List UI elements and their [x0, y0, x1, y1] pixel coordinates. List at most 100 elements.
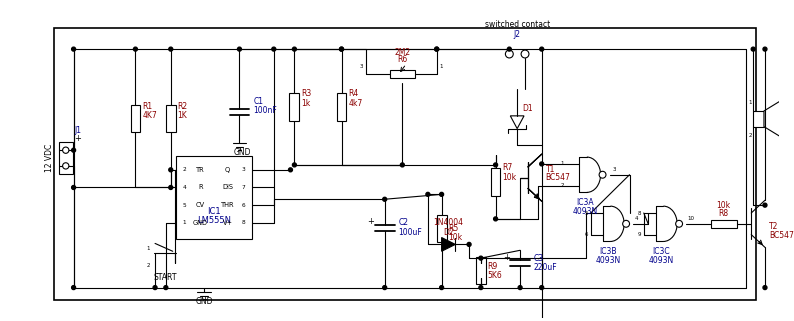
Text: 10k: 10k	[717, 201, 730, 210]
Polygon shape	[764, 100, 781, 137]
Text: R8: R8	[719, 210, 729, 219]
Circle shape	[292, 47, 296, 51]
Text: 3: 3	[613, 167, 616, 172]
Bar	[754, 111, 764, 127]
Circle shape	[622, 220, 630, 227]
Text: 2M2: 2M2	[395, 48, 410, 56]
Circle shape	[440, 192, 444, 196]
Circle shape	[71, 186, 75, 189]
Text: 100nF: 100nF	[253, 107, 277, 116]
Text: TR: TR	[196, 167, 205, 173]
Text: 7: 7	[241, 185, 245, 190]
Text: 1k: 1k	[301, 99, 310, 108]
Circle shape	[494, 163, 498, 167]
Text: 3: 3	[360, 64, 363, 69]
Text: 100uF: 100uF	[399, 228, 422, 237]
Text: R4: R4	[349, 89, 359, 98]
Text: +: +	[75, 134, 82, 143]
Text: Q: Q	[225, 167, 230, 173]
Circle shape	[133, 47, 137, 51]
Bar	[130, 105, 141, 132]
Text: LM555N: LM555N	[197, 216, 231, 225]
Bar	[337, 93, 346, 121]
Text: IC3A: IC3A	[576, 198, 594, 207]
Text: +: +	[368, 217, 375, 226]
Circle shape	[518, 286, 522, 290]
Text: IC1: IC1	[207, 206, 221, 215]
Text: 5K6: 5K6	[488, 271, 503, 280]
Text: 10k: 10k	[449, 233, 463, 242]
Circle shape	[599, 171, 606, 178]
Circle shape	[467, 242, 471, 247]
Text: 1: 1	[440, 64, 443, 69]
Text: switched contact: switched contact	[484, 20, 549, 29]
Text: 5: 5	[584, 211, 588, 215]
Text: R2: R2	[178, 101, 187, 110]
Polygon shape	[511, 116, 524, 129]
Circle shape	[763, 203, 767, 207]
Text: IC3B: IC3B	[599, 247, 617, 256]
Circle shape	[506, 50, 513, 58]
Text: THR: THR	[221, 202, 234, 208]
Text: IC3C: IC3C	[653, 247, 670, 256]
Circle shape	[169, 168, 173, 172]
Circle shape	[272, 47, 276, 51]
Text: R5: R5	[449, 224, 459, 233]
Text: 1: 1	[749, 100, 752, 105]
Bar	[54, 28, 756, 300]
Text: 9: 9	[638, 232, 641, 237]
Text: 2: 2	[749, 133, 752, 138]
Text: 4093N: 4093N	[649, 256, 674, 265]
Circle shape	[540, 162, 544, 166]
Circle shape	[763, 47, 767, 51]
Circle shape	[63, 163, 69, 169]
Text: 4K7: 4K7	[142, 111, 157, 120]
Text: 1: 1	[561, 161, 565, 166]
Text: START: START	[153, 273, 176, 282]
Text: R1: R1	[142, 101, 152, 110]
Circle shape	[169, 186, 173, 189]
Circle shape	[507, 47, 511, 51]
Text: V+: V+	[222, 220, 233, 226]
Bar	[390, 70, 415, 78]
Text: R6: R6	[397, 56, 407, 65]
Text: 1: 1	[183, 220, 187, 225]
Text: 8: 8	[241, 220, 245, 225]
Text: 12 VDC: 12 VDC	[44, 144, 53, 172]
Circle shape	[63, 147, 69, 153]
Bar	[175, 156, 252, 239]
Bar	[166, 105, 175, 132]
Text: 220uF: 220uF	[534, 264, 557, 273]
Text: D1: D1	[522, 104, 533, 114]
Polygon shape	[441, 238, 455, 251]
Text: +: +	[503, 253, 510, 262]
Circle shape	[383, 286, 387, 290]
Circle shape	[340, 47, 344, 51]
Text: 6: 6	[584, 232, 588, 237]
Circle shape	[400, 163, 404, 167]
Circle shape	[288, 168, 292, 172]
Text: GND: GND	[233, 148, 251, 157]
Circle shape	[71, 286, 75, 290]
Circle shape	[676, 220, 683, 227]
Circle shape	[71, 148, 75, 152]
Text: 4: 4	[634, 216, 638, 221]
Text: 2: 2	[147, 264, 150, 268]
Circle shape	[340, 47, 344, 51]
Circle shape	[751, 47, 755, 51]
Circle shape	[292, 163, 296, 167]
Circle shape	[71, 47, 75, 51]
Circle shape	[540, 286, 544, 290]
Bar	[491, 168, 500, 196]
Circle shape	[426, 192, 430, 196]
Circle shape	[153, 286, 157, 290]
Circle shape	[435, 47, 438, 51]
Circle shape	[164, 286, 168, 290]
Text: C1: C1	[253, 97, 263, 106]
Text: 4: 4	[183, 185, 187, 190]
Bar	[59, 142, 72, 174]
Text: T1: T1	[545, 165, 555, 174]
Text: 1: 1	[147, 246, 150, 251]
Text: GND: GND	[193, 220, 208, 226]
Text: R: R	[198, 185, 202, 190]
